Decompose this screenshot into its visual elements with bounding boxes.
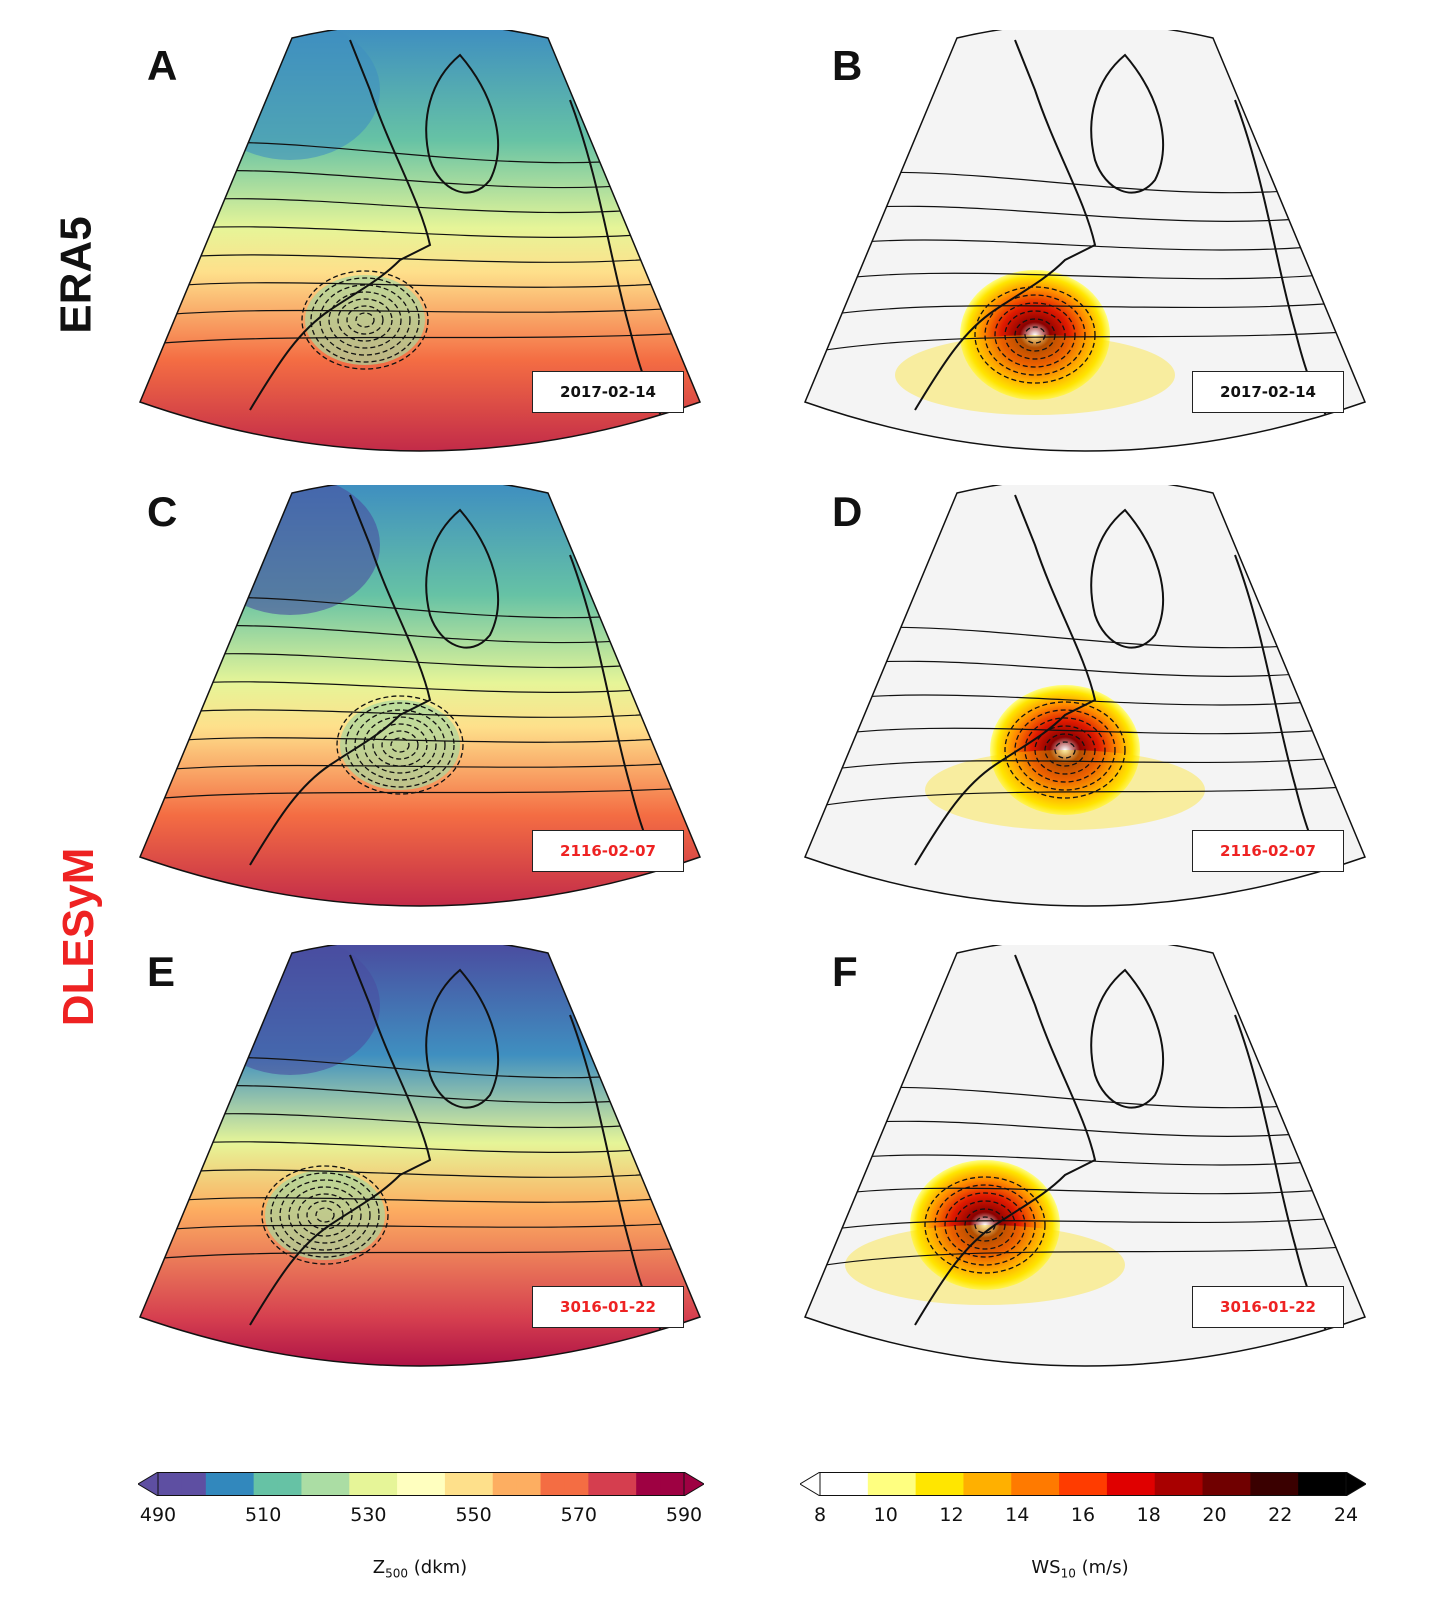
- colorbar-z500-label: Z500 (dkm): [372, 1557, 468, 1581]
- map-panel-b: [804, 30, 1366, 452]
- date-box-a: 2017-02-14: [532, 371, 684, 413]
- panel-letter-c: C: [147, 488, 178, 535]
- date-box-d: 2116-02-07: [1192, 830, 1344, 872]
- colorbar-tick-label: 570: [560, 1504, 597, 1526]
- date-box-b: 2017-02-14: [1192, 371, 1344, 413]
- colorbar-ws10: [800, 1472, 1366, 1496]
- colorbar-tick-label: 22: [1268, 1504, 1293, 1526]
- date-box-f: 3016-01-22: [1192, 1286, 1344, 1328]
- colorbar-tick-label: 18: [1136, 1504, 1161, 1526]
- panel-letter-e: E: [147, 948, 176, 995]
- panel-letter-d: D: [832, 488, 863, 535]
- colorbar-tick-label: 510: [245, 1504, 282, 1526]
- date-box-e: 3016-01-22: [532, 1286, 684, 1328]
- colorbar-z500: [138, 1472, 704, 1496]
- colorbar-tick-label: 530: [350, 1504, 387, 1526]
- colorbar-tick-label: 24: [1333, 1504, 1359, 1526]
- colorbar-ws10-label: WS10 (m/s): [1031, 1557, 1129, 1581]
- panel-letter-a: A: [147, 42, 178, 89]
- row-label-era5: ERA5: [51, 216, 101, 334]
- colorbar-tick-label: 10: [873, 1504, 898, 1526]
- colorbar-tick-label: 20: [1202, 1504, 1227, 1526]
- panel-letter-b: B: [832, 42, 863, 89]
- colorbar-tick-label: 12: [939, 1504, 964, 1526]
- colorbar-tick-label: 8: [813, 1504, 827, 1526]
- colorbar-tick-label: 490: [139, 1504, 177, 1526]
- colorbar-tick-label: 16: [1070, 1504, 1096, 1526]
- map-panel-f: [804, 945, 1366, 1367]
- colorbar-tick-label: 550: [455, 1504, 492, 1526]
- map-panel-d: [804, 485, 1366, 907]
- colorbar-tick-label: 14: [1005, 1504, 1030, 1526]
- row-label-dlesym: DLESyM: [54, 847, 104, 1027]
- date-box-c: 2116-02-07: [532, 830, 684, 872]
- map-panel-a: [139, 30, 701, 452]
- panel-letter-f: F: [832, 948, 858, 995]
- colorbar-tick-label: 590: [665, 1504, 703, 1526]
